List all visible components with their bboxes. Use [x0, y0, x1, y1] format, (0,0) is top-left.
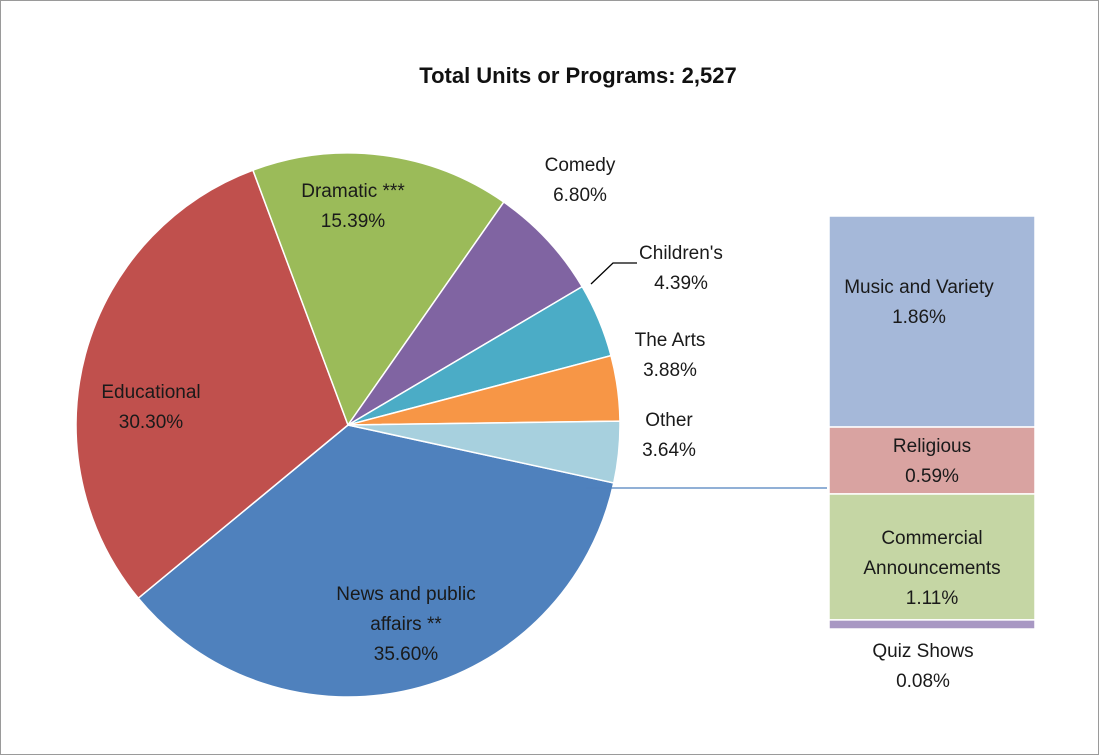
label-commercial-announcements: Commercial Announcements 1.11% — [863, 528, 1000, 609]
label-commercial-announcements-line: Announcements — [863, 558, 1000, 579]
childrens-leader-line — [590, 262, 637, 285]
bar-segment-quiz-shows — [828, 619, 1036, 630]
label-educational: Educational 30.30% — [101, 382, 200, 433]
label-educational-line: Educational — [101, 382, 200, 403]
pie-slice-educational — [75, 169, 349, 600]
label-news-and-public-affairs: News and public affairs ** 35.60% — [336, 584, 475, 665]
label-news-and-public-affairs-line: News and public — [336, 584, 475, 605]
label-comedy-line: Comedy — [545, 155, 616, 176]
bar-segment-commercial-announcements — [828, 493, 1036, 621]
bar-segment-music-and-variety — [828, 215, 1036, 428]
label-quiz-shows-line: 0.08% — [896, 671, 950, 692]
label-news-and-public-affairs-line: 35.60% — [374, 644, 439, 665]
label-children-s: Children's 4.39% — [639, 243, 723, 294]
label-music-and-variety-line: 1.86% — [892, 307, 946, 328]
data-labels: News and public affairs ** 35.60% Education… — [101, 155, 1000, 692]
pie-slice-dramatic — [251, 152, 505, 427]
label-comedy-line: 6.80% — [553, 185, 607, 206]
label-dramatic: Dramatic *** 15.39% — [301, 181, 405, 232]
label-dramatic-line: 15.39% — [321, 211, 386, 232]
pie-slice-news-and-public-affairs — [137, 424, 615, 698]
label-religious-line: Religious — [893, 436, 971, 457]
label-news-and-public-affairs-line: affairs ** — [370, 614, 442, 635]
label-quiz-shows: Quiz Shows 0.08% — [872, 641, 973, 692]
label-other: Other 3.64% — [642, 410, 696, 461]
breakdown-bar — [828, 215, 1036, 630]
label-the-arts: The Arts 3.88% — [635, 330, 706, 381]
label-quiz-shows-line: Quiz Shows — [872, 641, 973, 662]
label-music-and-variety: Music and Variety 1.86% — [844, 277, 994, 328]
label-dramatic-line: Dramatic *** — [301, 181, 405, 202]
label-other-line: 3.64% — [642, 440, 696, 461]
label-the-arts-line: The Arts — [635, 330, 706, 351]
label-religious-line: 0.59% — [905, 466, 959, 487]
label-children-s-line: 4.39% — [654, 273, 708, 294]
label-commercial-announcements-line: 1.11% — [906, 588, 959, 609]
pie-slice-comedy — [347, 200, 584, 426]
label-other-line: Other — [645, 410, 693, 431]
chart-title: Total Units or Programs: 2,527 — [419, 63, 736, 88]
label-commercial-announcements-line: Commercial — [881, 528, 982, 549]
label-children-s-line: Children's — [639, 243, 723, 264]
label-educational-line: 30.30% — [119, 412, 184, 433]
label-comedy: Comedy 6.80% — [545, 155, 616, 206]
bar-segment-religious — [828, 426, 1036, 495]
pie-slice-other — [347, 420, 621, 484]
label-the-arts-line: 3.88% — [643, 360, 697, 381]
pie — [75, 152, 621, 698]
label-religious: Religious 0.59% — [893, 436, 971, 487]
label-music-and-variety-line: Music and Variety — [844, 277, 994, 298]
